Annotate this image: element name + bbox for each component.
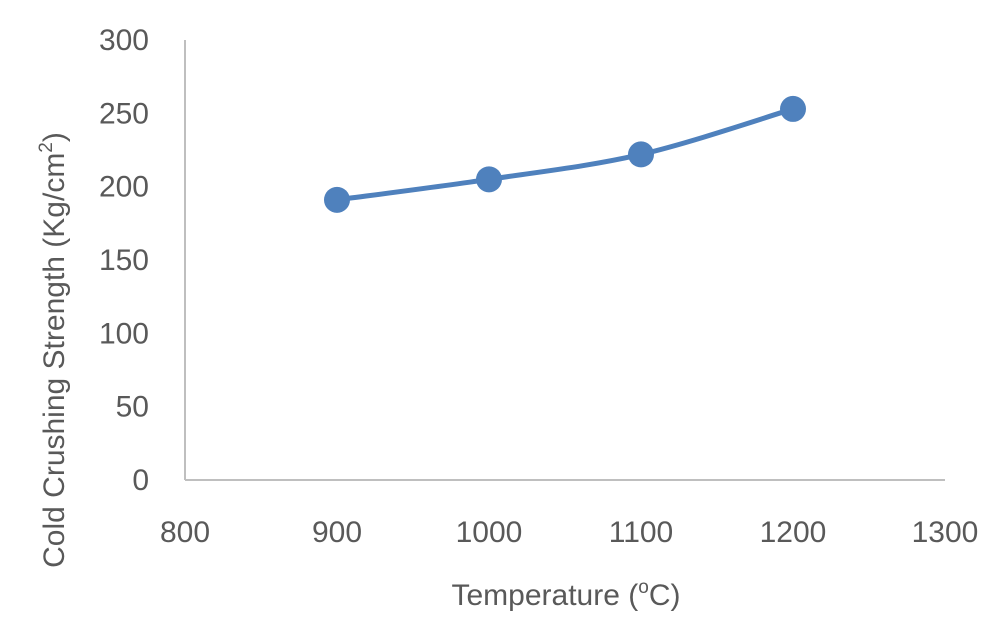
data-point <box>780 95 806 122</box>
data-point <box>628 141 654 168</box>
y-tick-label: 250 <box>99 97 149 130</box>
y-tick-label: 150 <box>99 244 149 277</box>
x-tick-label: 1000 <box>456 516 523 549</box>
data-point <box>324 186 350 213</box>
series-layer <box>324 95 806 213</box>
x-axis-title: Temperature (oC) <box>452 577 681 612</box>
y-axis-title-superscript: 2 <box>36 142 57 153</box>
x-tick-labels: 800 900 1000 1100 1200 1300 <box>160 516 978 549</box>
y-axis-title: Cold Crushing Strength (Kg/cm2) <box>36 132 71 568</box>
x-tick-label: 1100 <box>609 516 674 549</box>
y-tick-label: 300 <box>99 24 149 57</box>
x-axis-title-text-end: C) <box>649 579 681 612</box>
y-axis-title-text: Cold Crushing Strength (Kg/cm <box>38 153 71 568</box>
x-axis-title-superscript: o <box>638 577 649 598</box>
series-line <box>334 106 796 203</box>
x-tick-label: 800 <box>160 516 210 549</box>
y-axis-title-text-end: ) <box>38 132 71 142</box>
y-tick-labels: 0 50 100 150 200 250 300 <box>99 24 149 497</box>
y-tick-label: 50 <box>116 391 149 424</box>
y-tick-label: 100 <box>99 317 149 350</box>
x-tick-label: 1300 <box>912 516 979 549</box>
x-tick-label: 1200 <box>760 516 827 549</box>
data-point <box>476 166 502 193</box>
y-tick-label: 0 <box>132 464 149 497</box>
x-axis-title-text: Temperature ( <box>452 579 639 612</box>
y-tick-label: 200 <box>99 171 149 204</box>
x-tick-label: 900 <box>312 516 362 549</box>
